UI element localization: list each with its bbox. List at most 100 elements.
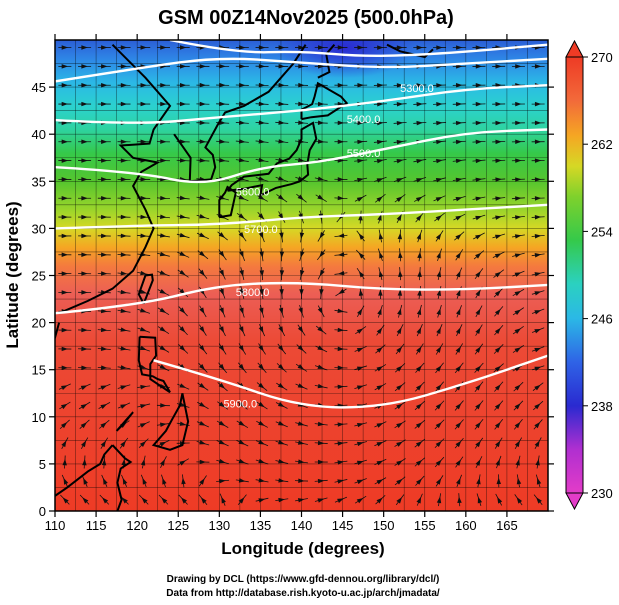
wind-arrow [99, 494, 110, 505]
wind-arrow [492, 215, 506, 220]
wind-arrow [219, 267, 226, 280]
wind-arrow [435, 475, 444, 487]
wind-arrow [157, 345, 170, 353]
wind-arrow [513, 400, 524, 411]
wind-arrow [493, 287, 504, 298]
wind-arrow [511, 196, 525, 201]
wind-arrow [511, 139, 525, 145]
cold-core [275, 40, 415, 78]
wind-arrow [137, 403, 151, 409]
x-tick-label: 165 [496, 518, 518, 533]
contour-line [55, 57, 548, 83]
wind-arrow [452, 120, 466, 126]
wind-arrow [495, 493, 503, 506]
wind-arrow [117, 308, 131, 314]
wind-arrow [474, 362, 484, 373]
wind-arrow [157, 251, 170, 257]
wind-arrow [373, 139, 387, 145]
y-tick-label: 30 [32, 221, 46, 236]
wind-arrow [354, 441, 368, 447]
wind-arrow [472, 158, 486, 164]
wind-arrow [416, 324, 423, 337]
wind-arrow [58, 64, 72, 69]
wind-arrow [97, 308, 111, 314]
wind-arrow [137, 139, 151, 144]
wind-arrow [494, 418, 504, 430]
wind-arrow [394, 382, 406, 392]
wind-arrow [78, 346, 92, 352]
contour-label: 5900.0 [223, 398, 257, 410]
colorbar-ticks: 270 262 254 246 238 230 [583, 50, 613, 501]
wind-arrow [476, 474, 481, 488]
wind-arrow [117, 158, 131, 163]
contour-line [169, 40, 548, 58]
wind-arrow [474, 343, 484, 355]
wind-arrow [177, 269, 189, 278]
wind-arrow [455, 343, 464, 355]
wind-arrow [452, 45, 466, 50]
wind-arrow [373, 83, 387, 88]
wind-arrow [476, 493, 483, 507]
wind-arrow [58, 214, 72, 220]
wind-arrow [435, 362, 444, 374]
wind-arrow [374, 477, 387, 485]
wind-arrow [335, 288, 347, 297]
wind-arrow [512, 307, 525, 316]
x-tick-label: 120 [126, 518, 148, 533]
wind-arrow [97, 346, 111, 351]
chart-title: GSM 00Z14Nov2025 (500.0hPa) [158, 7, 454, 29]
wind-arrow [314, 176, 328, 182]
wind-arrow [454, 231, 465, 241]
contour-5900.0: 5900.0 [153, 354, 548, 410]
wind-arrow [58, 82, 72, 88]
y-tick-label: 35 [32, 174, 46, 189]
wind-arrow [334, 177, 348, 182]
wind-arrow [157, 439, 170, 447]
colorbar-tick-label: 238 [591, 399, 613, 414]
wind-arrow [78, 139, 92, 144]
wind-arrow [216, 420, 229, 428]
wind-arrow [97, 158, 111, 163]
wind-arrow [413, 83, 427, 88]
wind-arrow [511, 234, 525, 239]
wind-arrow [97, 139, 111, 144]
wind-arrow [58, 383, 71, 391]
wind-arrow [219, 493, 226, 506]
wind-arrow [137, 101, 151, 107]
wind-arrow [334, 346, 348, 352]
wind-arrow [157, 307, 170, 316]
wind-arrow [156, 158, 170, 163]
wind-arrow [334, 82, 348, 88]
wind-arrow [176, 214, 190, 219]
wind-arrow [355, 326, 367, 335]
wind-arrow [235, 45, 249, 50]
wind-arrow [377, 304, 383, 318]
contour-label: 5500.0 [347, 148, 381, 160]
wind-arrow [158, 494, 169, 505]
wind-arrow [156, 214, 170, 220]
wind-arrow [117, 384, 131, 390]
contour-5400.0: 5400.0 [55, 57, 548, 126]
credit-line-1: Drawing by DCL (https://www.gfd-dennou.o… [167, 574, 440, 585]
wind-arrow [354, 495, 367, 504]
wind-arrow [275, 459, 289, 464]
wind-arrow [78, 401, 91, 410]
wind-arrow [137, 384, 151, 390]
wind-arrow [511, 64, 525, 69]
wind-arrow [457, 493, 462, 507]
wind-arrow [314, 101, 328, 107]
wind-arrow [137, 45, 151, 50]
wind-arrow [219, 286, 226, 299]
wind-arrow [314, 497, 328, 503]
wind-arrow [475, 456, 483, 468]
wind-arrow [531, 308, 545, 315]
wind-arrow [235, 64, 249, 69]
wind-arrow [117, 139, 131, 144]
wind-arrow [334, 158, 348, 163]
y-tick-label: 10 [32, 410, 46, 425]
wind-arrow [216, 478, 230, 484]
wind-arrow [494, 381, 504, 392]
wind-arrow [436, 286, 442, 299]
wind-arrow [78, 64, 92, 69]
height-contours: 5900.0 5800.0 5700.0 5600.0 5500.0 5400.0 5300… [55, 40, 548, 410]
